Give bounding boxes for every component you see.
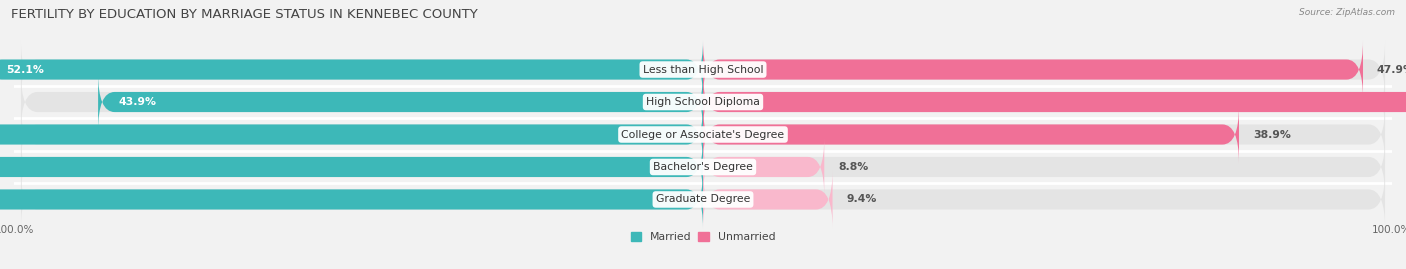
- Text: FERTILITY BY EDUCATION BY MARRIAGE STATUS IN KENNEBEC COUNTY: FERTILITY BY EDUCATION BY MARRIAGE STATU…: [11, 8, 478, 21]
- Text: Bachelor's Degree: Bachelor's Degree: [652, 162, 754, 172]
- FancyBboxPatch shape: [0, 106, 703, 163]
- Text: High School Diploma: High School Diploma: [647, 97, 759, 107]
- FancyBboxPatch shape: [703, 171, 832, 228]
- Text: Less than High School: Less than High School: [643, 65, 763, 75]
- FancyBboxPatch shape: [703, 73, 1406, 131]
- FancyBboxPatch shape: [703, 41, 1362, 98]
- Text: 47.9%: 47.9%: [1376, 65, 1406, 75]
- FancyBboxPatch shape: [703, 106, 1239, 163]
- Text: 9.4%: 9.4%: [846, 194, 877, 204]
- FancyBboxPatch shape: [21, 41, 1385, 98]
- FancyBboxPatch shape: [0, 138, 703, 196]
- Legend: Married, Unmarried: Married, Unmarried: [626, 227, 780, 246]
- FancyBboxPatch shape: [21, 138, 1385, 196]
- FancyBboxPatch shape: [21, 171, 1385, 228]
- Text: 38.9%: 38.9%: [1253, 129, 1291, 140]
- Text: Source: ZipAtlas.com: Source: ZipAtlas.com: [1299, 8, 1395, 17]
- Text: College or Associate's Degree: College or Associate's Degree: [621, 129, 785, 140]
- FancyBboxPatch shape: [21, 73, 1385, 131]
- Text: 8.8%: 8.8%: [838, 162, 869, 172]
- FancyBboxPatch shape: [21, 106, 1385, 163]
- Text: 43.9%: 43.9%: [118, 97, 157, 107]
- Text: Graduate Degree: Graduate Degree: [655, 194, 751, 204]
- FancyBboxPatch shape: [98, 73, 703, 131]
- Text: 52.1%: 52.1%: [6, 65, 44, 75]
- FancyBboxPatch shape: [0, 171, 703, 228]
- FancyBboxPatch shape: [703, 138, 824, 196]
- FancyBboxPatch shape: [0, 41, 703, 98]
